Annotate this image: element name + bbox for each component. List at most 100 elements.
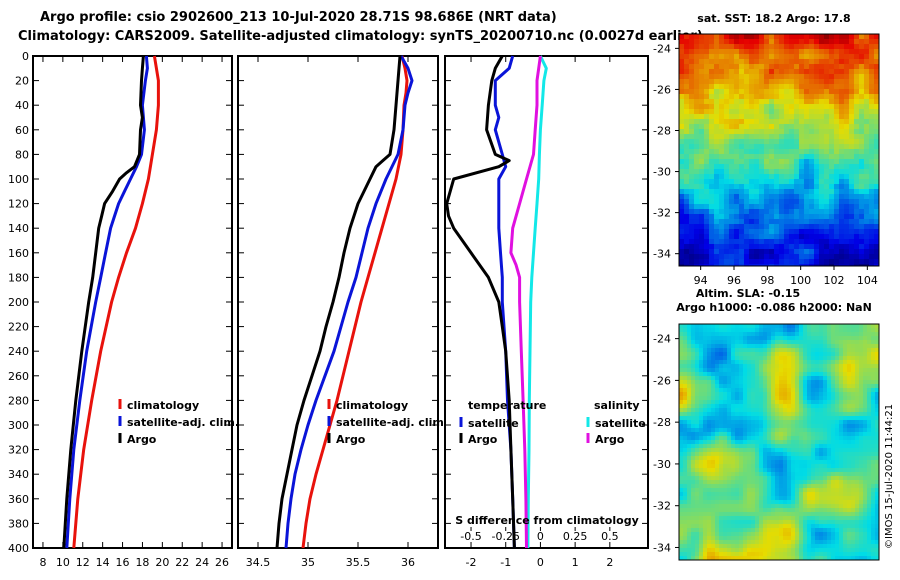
map-cell (834, 109, 840, 115)
map-cell (814, 259, 820, 265)
map-cell (759, 249, 765, 255)
map-cell (823, 424, 828, 429)
map-cell (687, 360, 692, 365)
map-cell (715, 484, 720, 489)
map-cell (739, 104, 745, 110)
map-cell (819, 224, 825, 230)
map-cell (695, 508, 700, 513)
map-cell (724, 159, 730, 165)
map-cell (699, 544, 704, 549)
map-cell (727, 536, 732, 541)
map-cell (754, 79, 760, 85)
map-cell (711, 356, 716, 361)
map-cell (719, 184, 725, 190)
map-cell (751, 368, 756, 373)
map-cell (803, 336, 808, 341)
map-cell (831, 396, 836, 401)
map-cell (731, 480, 736, 485)
map-cell (799, 344, 804, 349)
map-cell (807, 324, 812, 329)
map-cell (684, 174, 690, 180)
map-cell (804, 214, 810, 220)
map-cell (731, 344, 736, 349)
map-cell (795, 324, 800, 329)
map-cell (835, 464, 840, 469)
map-cell (844, 174, 850, 180)
map-cell (871, 516, 876, 521)
map-cell (719, 249, 725, 255)
map-cell (724, 244, 730, 250)
map-cell (744, 204, 750, 210)
map-cell (729, 114, 735, 120)
map-cell (747, 516, 752, 521)
map-cell (707, 500, 712, 505)
map-cell (715, 440, 720, 445)
map-cell (719, 388, 724, 393)
map-cell (844, 214, 850, 220)
map-cell (823, 372, 828, 377)
map-cell (719, 464, 724, 469)
map-cell (729, 54, 735, 60)
map-cell (739, 436, 744, 441)
map-cell (699, 144, 705, 150)
map-cell (751, 532, 756, 537)
map-cell (695, 348, 700, 353)
map-cell (731, 380, 736, 385)
map-cell (829, 219, 835, 225)
map-cell (755, 496, 760, 501)
map-cell (744, 229, 750, 235)
map-cell (769, 194, 775, 200)
map-cell (714, 59, 720, 65)
map-cell (859, 204, 865, 210)
map-cell (803, 408, 808, 413)
map-cell (783, 348, 788, 353)
map-cell (691, 540, 696, 545)
map-cell (794, 214, 800, 220)
map-cell (684, 194, 690, 200)
map-cell (835, 344, 840, 349)
map-cell (815, 392, 820, 397)
map-cell (751, 540, 756, 545)
map-cell (715, 372, 720, 377)
map-cell (784, 209, 790, 215)
map-cell (679, 484, 684, 489)
map-cell (803, 412, 808, 417)
map-cell (683, 540, 688, 545)
map-cell (743, 464, 748, 469)
map-cell (871, 528, 876, 533)
map-cell (747, 384, 752, 389)
map-cell (811, 440, 816, 445)
map-cell (799, 444, 804, 449)
map-cell (784, 119, 790, 125)
map-cell (763, 372, 768, 377)
map-cell (739, 164, 745, 170)
map-cell (843, 336, 848, 341)
map-cell (723, 532, 728, 537)
map-cell (834, 224, 840, 230)
map-cell (723, 360, 728, 365)
map-cell (687, 340, 692, 345)
map-cell (759, 144, 765, 150)
map-cell (684, 104, 690, 110)
map-cell (755, 384, 760, 389)
map-cell (729, 64, 735, 70)
map-cell (811, 428, 816, 433)
map-cell (691, 520, 696, 525)
map-cell (851, 476, 856, 481)
map-cell (795, 356, 800, 361)
map-cell (794, 254, 800, 260)
map-cell (779, 332, 784, 337)
map-cell (854, 59, 860, 65)
map-cell (799, 229, 805, 235)
depth-tick-label: 300 (8, 419, 29, 432)
map-cell (803, 468, 808, 473)
map-cell (751, 360, 756, 365)
map-cell (735, 468, 740, 473)
map-cell (799, 428, 804, 433)
map-cell (699, 472, 704, 477)
map-cell (839, 239, 845, 245)
map-cell (823, 472, 828, 477)
map-cell (755, 548, 760, 553)
map-cell (689, 259, 695, 265)
map-cell (739, 492, 744, 497)
